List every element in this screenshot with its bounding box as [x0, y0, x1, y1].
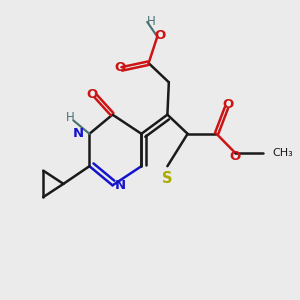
Text: N: N	[115, 179, 126, 192]
Text: S: S	[162, 171, 172, 186]
Text: O: O	[87, 88, 98, 100]
Text: H: H	[147, 15, 156, 28]
Text: CH₃: CH₃	[273, 148, 294, 158]
Text: H: H	[66, 111, 75, 124]
Text: N: N	[73, 127, 84, 140]
Text: O: O	[114, 61, 125, 74]
Text: O: O	[154, 29, 166, 42]
Text: O: O	[230, 150, 241, 163]
Text: O: O	[222, 98, 234, 111]
